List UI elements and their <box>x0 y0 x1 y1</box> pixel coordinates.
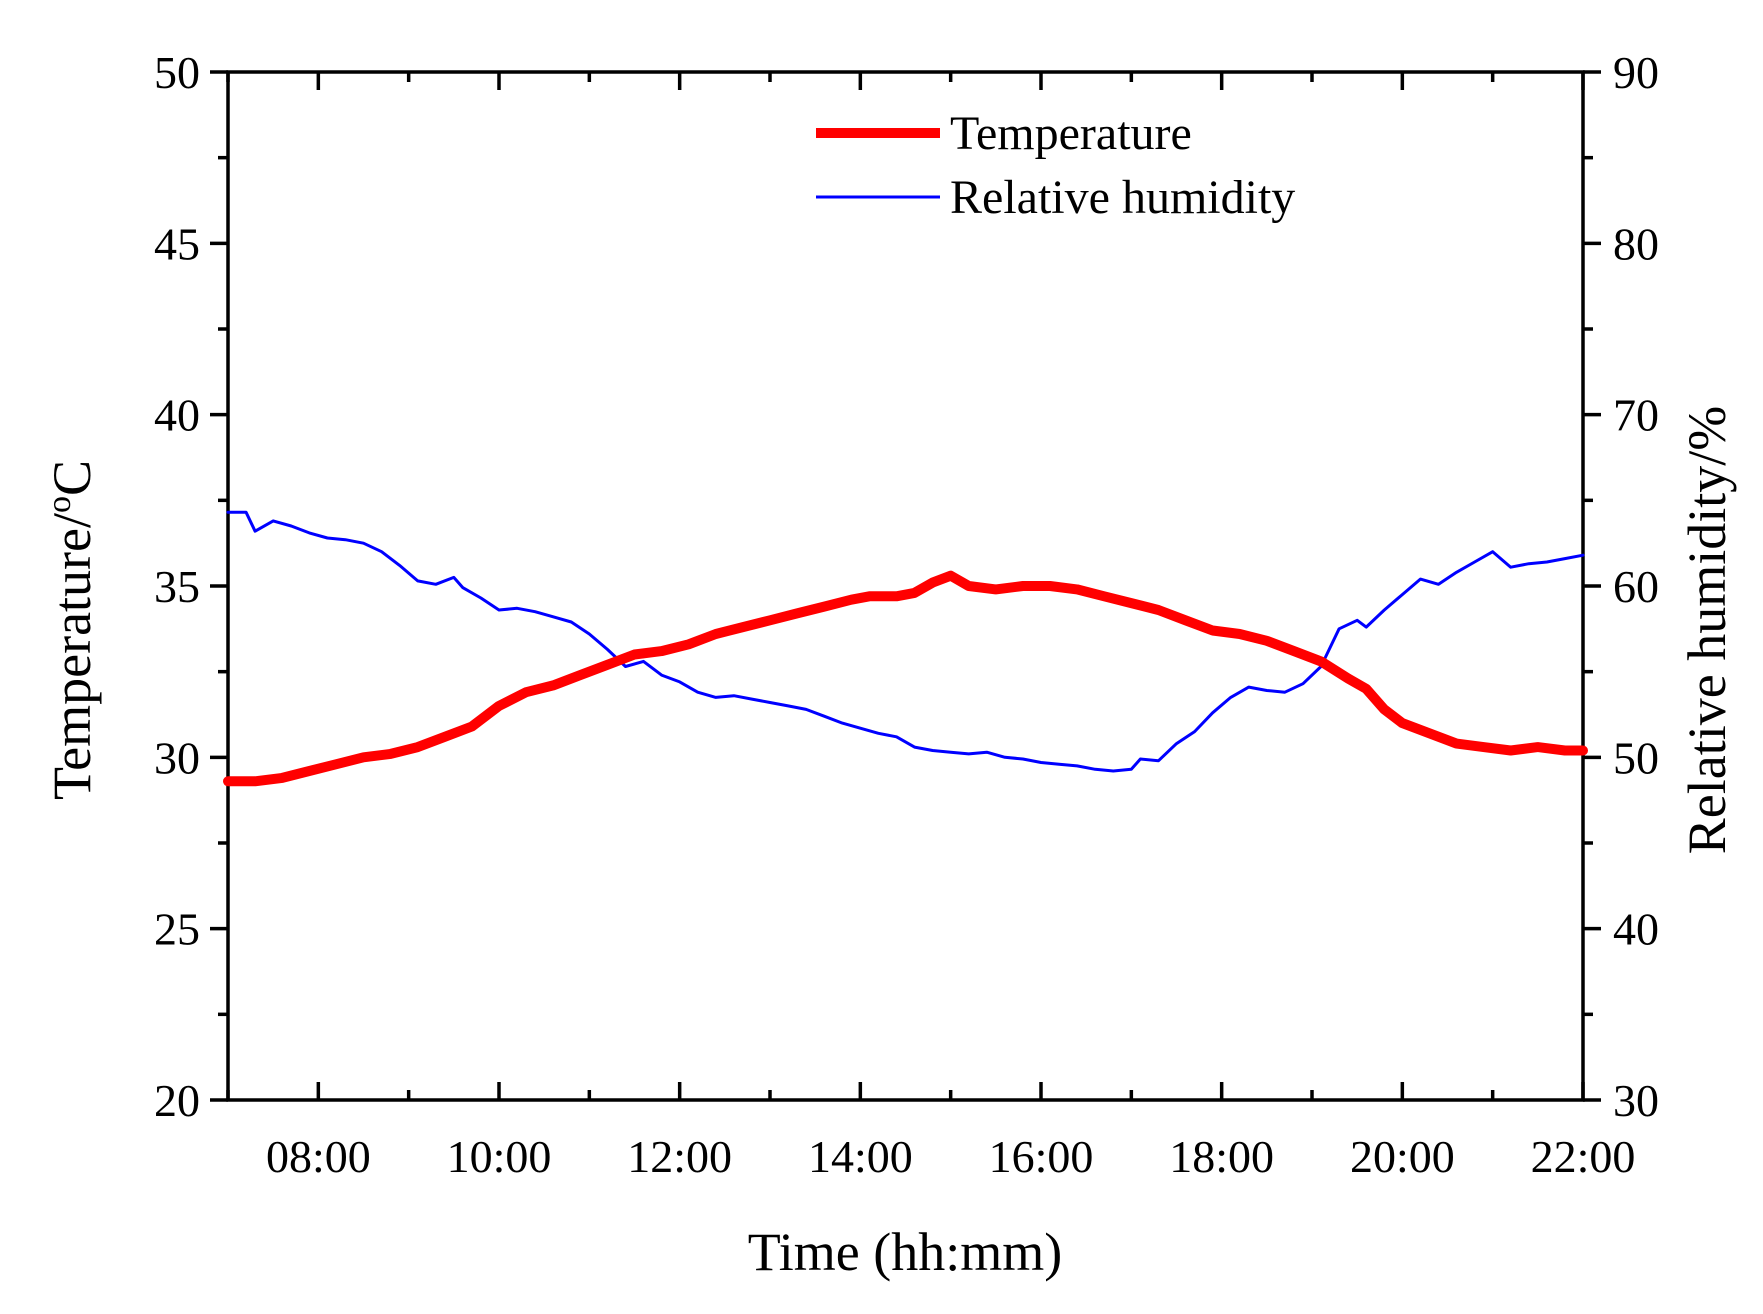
y-left-tick-label: 25 <box>154 904 200 955</box>
y-left-tick-label: 30 <box>154 732 200 783</box>
series-layer <box>223 510 1588 787</box>
legend-label-relative-humidity: Relative humidity <box>950 171 1295 224</box>
y-right-tick-label: 30 <box>1613 1075 1659 1126</box>
y-left-tick-label: 20 <box>154 1075 200 1126</box>
y-axis-left-title: Temperature/oC <box>41 460 102 800</box>
legend: Temperature Relative humidity <box>816 107 1295 224</box>
x-tick-label: 10:00 <box>447 1131 552 1182</box>
labels-layer: 08:00 10:00 12:00 14:00 16:00 18:00 20:00 22:00… <box>154 47 1659 1182</box>
legend-label-temperature: Temperature <box>950 107 1192 160</box>
y-axis-left-title-unit: C <box>42 460 102 496</box>
y-right-tick-label: 70 <box>1613 390 1659 441</box>
x-tick-label: 18:00 <box>1169 1131 1274 1182</box>
plot-frame <box>226 70 1585 1102</box>
x-tick-label: 22:00 <box>1531 1131 1636 1182</box>
y-left-tick-label: 45 <box>154 218 200 269</box>
x-axis-title: Time (hh:mm) <box>748 1222 1063 1282</box>
y-left-tick-label: 40 <box>154 390 200 441</box>
y-axis-left-title-degree: o <box>41 496 78 513</box>
x-tick-label: 14:00 <box>808 1131 913 1182</box>
temperature-line <box>223 570 1588 787</box>
y-left-tick-label: 50 <box>154 47 200 98</box>
relative-humidity-line <box>226 510 1585 773</box>
x-tick-label: 12:00 <box>627 1131 732 1182</box>
x-tick-label: 16:00 <box>989 1131 1094 1182</box>
x-tick-label: 08:00 <box>266 1131 371 1182</box>
ticks-layer <box>210 70 1601 1102</box>
y-right-tick-label: 50 <box>1613 732 1659 783</box>
y-right-tick-label: 40 <box>1613 904 1659 955</box>
y-right-tick-label: 90 <box>1613 47 1659 98</box>
y-left-tick-label: 35 <box>154 561 200 612</box>
y-axis-right-title: Relative humidity/% <box>1677 406 1737 854</box>
x-tick-label: 20:00 <box>1350 1131 1455 1182</box>
y-right-tick-label: 80 <box>1613 218 1659 269</box>
y-axis-left-title-text: Temperature/ <box>42 513 102 800</box>
y-right-tick-label: 60 <box>1613 561 1659 612</box>
